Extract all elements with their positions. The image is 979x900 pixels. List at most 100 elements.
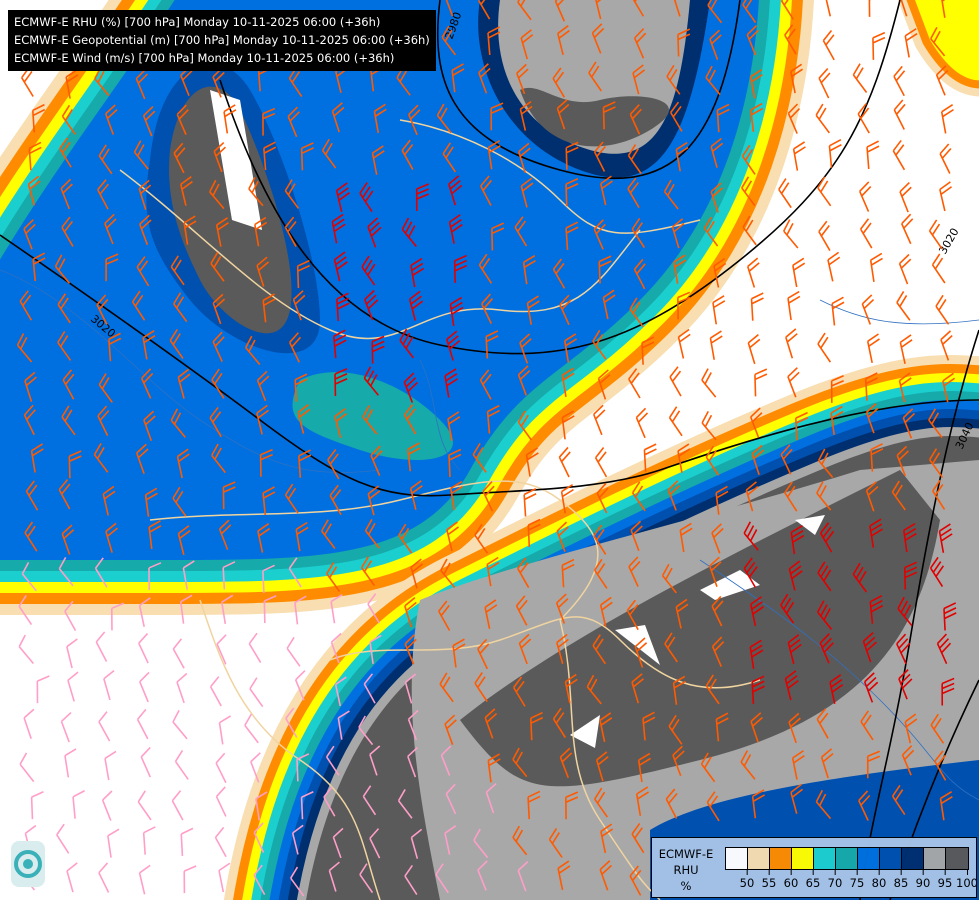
wind-barb [559,294,572,326]
wind-barb [244,713,259,744]
wind-barb [746,257,760,288]
wind-barb [96,294,109,325]
wind-barb [629,104,642,135]
wind-barb [525,447,539,477]
wind-barb [709,330,723,360]
wind-barb [172,638,185,669]
legend-swatch [748,848,770,869]
wind-barb [286,636,301,667]
legend-swatch [792,848,814,869]
wind-barb [97,179,109,210]
wind-barb [138,864,151,895]
wind-barb [58,479,71,510]
humidity-band [915,0,979,81]
wind-barb [602,289,616,320]
wind-barb [61,104,76,135]
wind-barb [142,330,156,360]
wind-barb [21,562,37,592]
wind-barb [440,745,452,776]
wind-barb [148,520,162,550]
wind-barb [939,181,953,212]
wind-barb [331,102,345,133]
wind-barb [701,411,717,441]
wind-barb [935,294,950,325]
wind-barb [552,67,566,98]
wind-barb [513,676,526,707]
wind-barb [668,406,683,437]
wind-barb [436,103,452,134]
wind-barb [209,179,225,210]
wind-barb [561,410,575,440]
wind-barb [330,594,343,624]
wind-barb [785,328,798,359]
rivers [0,269,979,801]
wind-barb [98,862,110,893]
wind-barb [677,28,691,57]
wind-barb [255,791,268,821]
wind-barb [298,449,312,478]
wind-barb [182,560,195,590]
wind-barb [515,595,528,626]
wind-barb [171,790,184,821]
wind-barb [369,828,381,859]
wind-barb [866,750,881,779]
wind-barb [478,63,491,94]
wind-barb [142,105,156,137]
wind-barb [819,633,834,664]
wind-barb [900,213,914,245]
title-rhu: ECMWF-E RHU (%) [700 hPa] Monday 10-11-2… [14,15,381,29]
wind-barb [94,557,108,588]
wind-barb [491,222,505,251]
wind-barb [520,177,534,208]
wind-barb [746,25,759,56]
wind-barb [593,219,606,250]
wind-barb [517,365,531,396]
wind-barb [780,444,793,475]
wind-barb [287,106,300,138]
wind-barb [477,860,488,891]
wind-barb [552,258,566,289]
wind-barb [592,404,606,436]
wind-barb [787,634,802,665]
wind-barb [816,708,829,739]
wind-barb [177,525,191,556]
wind-barb [131,290,146,321]
provider-logo [11,841,45,887]
legend-tick: 70 [828,869,842,890]
wind-barb [61,216,74,247]
wind-barb [595,751,609,782]
wind-barb [448,448,462,478]
wind-barb [635,786,649,816]
wind-barb [822,29,835,61]
wind-barb [408,290,424,321]
legend-swatch [946,848,968,869]
wind-barb [179,594,193,624]
wind-barb [940,0,954,18]
wind-barb [778,178,792,209]
map-title-box: ECMWF-E RHU (%) [700 hPa] Monday 10-11-2… [8,10,436,71]
wind-barb [557,860,571,891]
wind-barb [133,140,149,170]
wind-barb [592,634,607,665]
wind-barb [98,373,113,403]
wind-barb [328,861,340,892]
legend-tick: 50 [740,869,754,890]
wind-barb [790,63,804,94]
humidity-area [700,570,760,600]
wind-barb [815,789,832,820]
wind-barb [597,369,611,400]
wind-barb [529,711,544,741]
wind-barb [627,177,640,209]
wind-barb [600,823,614,854]
wind-barb [629,297,644,328]
wind-barb [865,481,879,512]
wind-barb [700,752,716,783]
wind-barb [523,488,537,517]
wind-barb [93,443,109,473]
wind-barb [632,64,646,95]
wind-barb [30,443,44,473]
wind-barb [701,368,717,398]
wind-barb [522,254,536,285]
wind-barb [631,217,646,249]
wind-barb [904,28,918,58]
